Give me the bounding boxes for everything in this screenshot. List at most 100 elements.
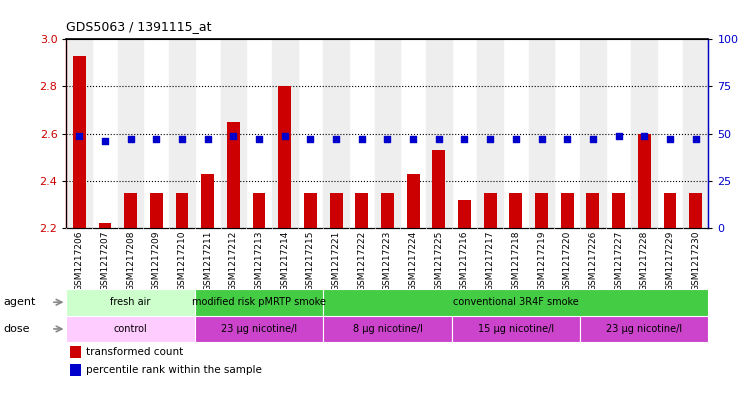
Point	[562, 136, 573, 142]
Point	[484, 136, 496, 142]
Text: conventional 3R4F smoke: conventional 3R4F smoke	[453, 297, 579, 307]
Text: GSM1217207: GSM1217207	[100, 231, 109, 292]
Bar	[323, 39, 349, 228]
Bar	[663, 193, 677, 228]
Text: GSM1217228: GSM1217228	[640, 231, 649, 291]
Bar	[580, 39, 606, 228]
Point	[433, 136, 445, 142]
Text: GSM1217210: GSM1217210	[178, 231, 187, 292]
Bar	[452, 316, 580, 342]
Bar	[66, 39, 92, 228]
Bar	[195, 289, 323, 316]
Text: GSM1217224: GSM1217224	[409, 231, 418, 291]
Text: GSM1217223: GSM1217223	[383, 231, 392, 291]
Bar	[221, 39, 246, 228]
Bar	[484, 193, 497, 228]
Text: control: control	[114, 324, 148, 334]
Point	[407, 136, 419, 142]
Bar	[150, 193, 162, 228]
Bar	[356, 193, 368, 228]
Text: GSM1217209: GSM1217209	[152, 231, 161, 292]
Bar	[323, 316, 452, 342]
Bar	[169, 39, 195, 228]
Bar	[426, 39, 452, 228]
Point	[382, 136, 393, 142]
Point	[253, 136, 265, 142]
Text: transformed count: transformed count	[86, 347, 183, 357]
Text: 23 μg nicotine/l: 23 μg nicotine/l	[221, 324, 297, 334]
Text: GSM1217218: GSM1217218	[511, 231, 520, 292]
Text: GSM1217214: GSM1217214	[280, 231, 289, 291]
Bar	[535, 193, 548, 228]
Text: GSM1217219: GSM1217219	[537, 231, 546, 292]
Text: 15 μg nicotine/l: 15 μg nicotine/l	[477, 324, 554, 334]
Text: GSM1217215: GSM1217215	[306, 231, 315, 292]
Text: 8 μg nicotine/l: 8 μg nicotine/l	[353, 324, 422, 334]
Point	[638, 132, 650, 139]
Point	[356, 136, 368, 142]
Point	[73, 132, 85, 139]
Text: GSM1217213: GSM1217213	[255, 231, 263, 292]
Text: GSM1217211: GSM1217211	[203, 231, 212, 292]
Point	[510, 136, 522, 142]
Point	[125, 136, 137, 142]
Point	[151, 136, 162, 142]
Bar	[561, 193, 573, 228]
Text: GDS5063 / 1391115_at: GDS5063 / 1391115_at	[66, 20, 212, 33]
Bar	[304, 193, 317, 228]
Bar	[375, 39, 400, 228]
Point	[587, 136, 599, 142]
Bar	[69, 364, 81, 376]
Text: GSM1217212: GSM1217212	[229, 231, 238, 291]
Text: GSM1217225: GSM1217225	[435, 231, 444, 291]
Bar	[580, 316, 708, 342]
Text: fresh air: fresh air	[111, 297, 151, 307]
Point	[330, 136, 342, 142]
Point	[201, 136, 213, 142]
Text: GSM1217226: GSM1217226	[588, 231, 597, 291]
Text: GSM1217230: GSM1217230	[692, 231, 700, 292]
Point	[458, 136, 470, 142]
Point	[690, 136, 702, 142]
Text: GSM1217220: GSM1217220	[563, 231, 572, 291]
Bar	[330, 193, 342, 228]
Text: agent: agent	[4, 297, 36, 307]
Text: GSM1217227: GSM1217227	[614, 231, 623, 291]
Point	[176, 136, 188, 142]
Point	[227, 132, 239, 139]
Bar	[528, 39, 554, 228]
Bar	[124, 193, 137, 228]
Point	[279, 132, 291, 139]
Text: GSM1217217: GSM1217217	[486, 231, 494, 292]
Text: GSM1217208: GSM1217208	[126, 231, 135, 292]
Text: GSM1217206: GSM1217206	[75, 231, 83, 292]
Bar	[689, 193, 702, 228]
Bar	[683, 39, 708, 228]
Bar	[227, 122, 240, 228]
Bar	[252, 193, 266, 228]
Text: GSM1217229: GSM1217229	[666, 231, 675, 291]
Text: dose: dose	[4, 324, 30, 334]
Point	[99, 138, 111, 144]
Bar	[195, 316, 323, 342]
Bar	[66, 289, 195, 316]
Bar	[407, 174, 420, 228]
Text: 23 μg nicotine/l: 23 μg nicotine/l	[606, 324, 683, 334]
Bar	[509, 193, 523, 228]
Bar	[613, 193, 625, 228]
Bar	[638, 134, 651, 228]
Text: modified risk pMRTP smoke: modified risk pMRTP smoke	[192, 297, 326, 307]
Bar	[73, 56, 86, 228]
Bar	[176, 193, 188, 228]
Bar	[323, 289, 708, 316]
Bar	[432, 150, 445, 228]
Bar	[272, 39, 297, 228]
Point	[536, 136, 548, 142]
Point	[664, 136, 676, 142]
Text: percentile rank within the sample: percentile rank within the sample	[86, 365, 261, 375]
Bar	[118, 39, 143, 228]
Point	[613, 132, 624, 139]
Bar	[278, 86, 291, 228]
Text: GSM1217216: GSM1217216	[460, 231, 469, 292]
Point	[305, 136, 317, 142]
